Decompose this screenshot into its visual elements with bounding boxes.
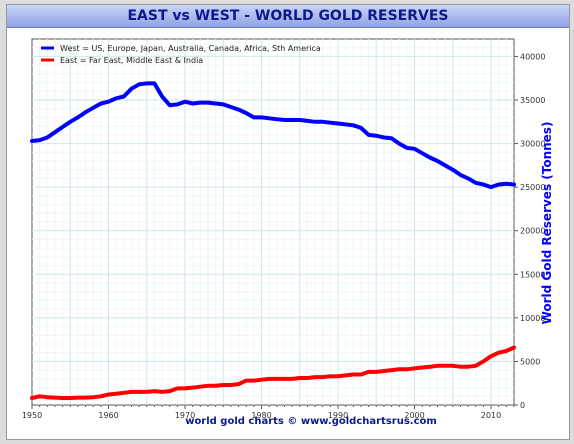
chart-frame: EAST vs WEST - WORLD GOLD RESERVES 1950 1… (6, 4, 570, 440)
x-tick-label: 1970 (175, 411, 195, 420)
gridlines (32, 39, 514, 405)
x-tick-label: 1960 (98, 411, 118, 420)
series-lines (30, 81, 516, 400)
y-tick-label: 0 (520, 401, 525, 410)
legend-label: East = Far East, Middle East & India (60, 56, 203, 65)
x-tick-label: 1990 (328, 411, 348, 420)
axes: 1950 1960 1970 1980 1990 2000 2010 0 5000 10000 15… (22, 52, 546, 420)
chart-footer: world gold charts © www.goldchartsrus.co… (185, 416, 437, 427)
y-tick-label: 20000 (520, 227, 545, 236)
y-tick-label: 5000 (520, 357, 540, 366)
legend: West = US, Europe, Japan, Australia, Can… (41, 44, 321, 65)
x-tick-label: 1950 (22, 411, 42, 420)
x-tick-label: 2010 (481, 411, 501, 420)
chart-title: EAST vs WEST - WORLD GOLD RESERVES (7, 5, 569, 28)
y-tick-label: 40000 (520, 52, 545, 61)
y-tick-label: 15000 (520, 270, 545, 279)
y-tick-label: 10000 (520, 314, 545, 323)
y-tick-label: 35000 (520, 96, 545, 105)
series-line-east (30, 345, 516, 400)
y-tick-label: 25000 (520, 183, 545, 192)
chart-svg: 1950 1960 1970 1980 1990 2000 2010 0 5000 10000 15… (22, 38, 554, 427)
y-tick-label: 30000 (520, 140, 545, 149)
x-tick-label: 2000 (404, 411, 424, 420)
series-line-west (30, 81, 516, 190)
x-tick-label: 1980 (251, 411, 271, 420)
y-axis-label: World Gold Reserves (Tonnes) (540, 122, 554, 325)
legend-label: West = US, Europe, Japan, Australia, Can… (60, 44, 321, 53)
